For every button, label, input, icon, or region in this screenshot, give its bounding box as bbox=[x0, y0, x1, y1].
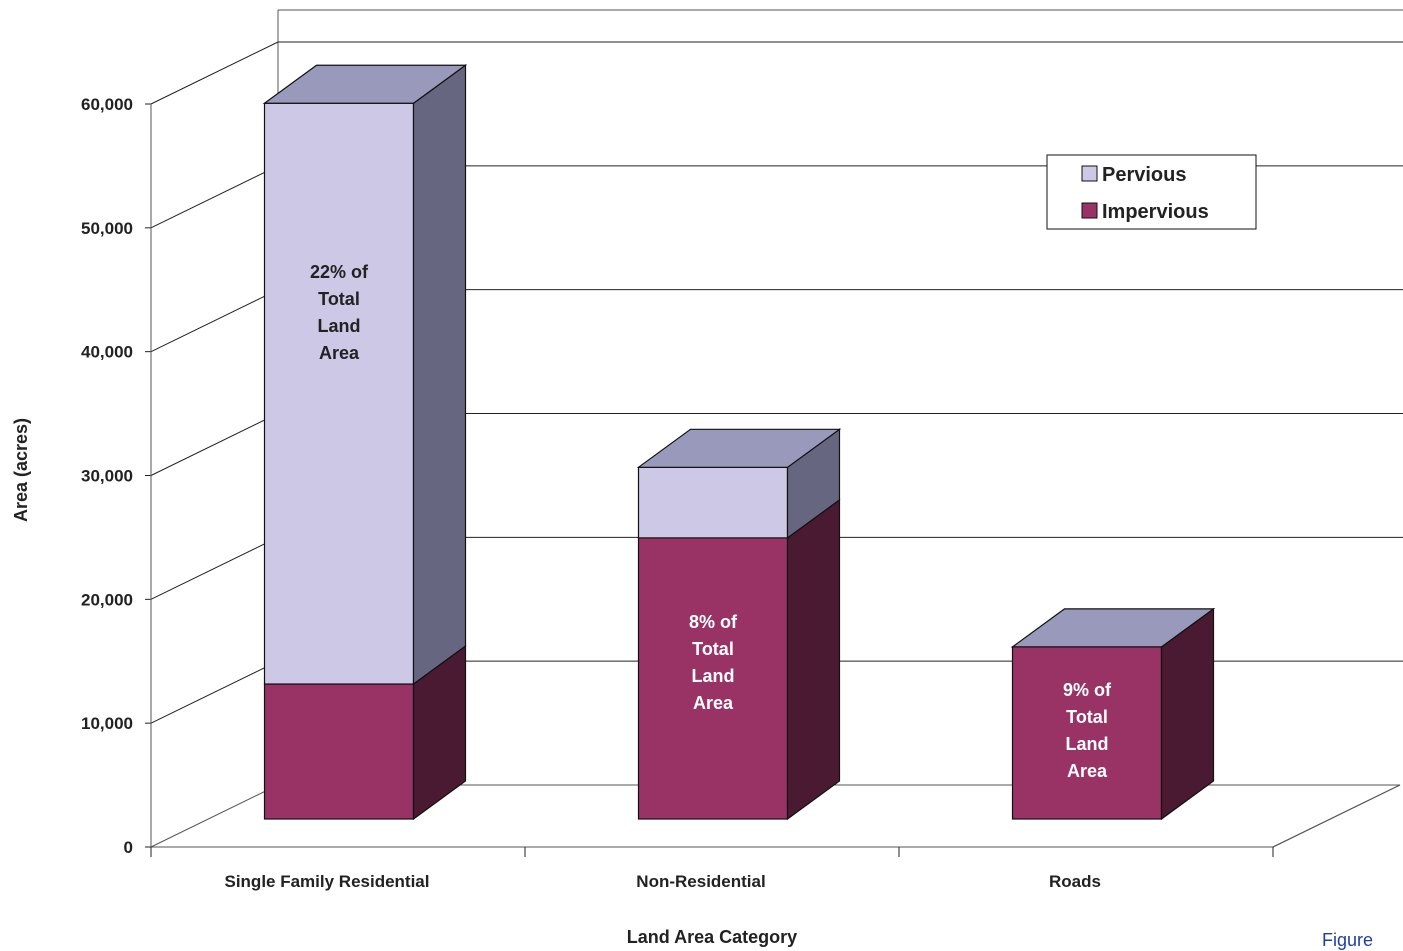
bar-annotation: Area bbox=[1067, 761, 1108, 781]
bar-impervious-front bbox=[263, 683, 415, 820]
x-tick-label: Single Family Residential bbox=[224, 872, 429, 891]
legend-swatch-pervious bbox=[1081, 165, 1098, 182]
gridline-diagonal bbox=[150, 413, 279, 476]
bar-annotation: Area bbox=[319, 343, 360, 363]
bar-annotation: 22% of bbox=[310, 262, 369, 282]
bar-pervious-front bbox=[263, 102, 415, 685]
bar-annotation: Land bbox=[692, 666, 735, 686]
bar-impervious-front bbox=[637, 537, 789, 820]
y-axis-title: Area (acres) bbox=[11, 418, 31, 522]
bar-pervious-side bbox=[412, 64, 467, 686]
gridline-diagonal bbox=[150, 165, 279, 229]
gridline-diagonal bbox=[150, 660, 279, 724]
gridline-diagonal bbox=[150, 41, 279, 105]
bar-annotation: 8% of bbox=[689, 612, 738, 632]
y-tick-label: 0 bbox=[124, 838, 133, 857]
x-tick-label: Roads bbox=[1049, 872, 1101, 891]
x-axis-title: Land Area Category bbox=[627, 927, 797, 947]
legend-swatch-impervious bbox=[1081, 202, 1098, 219]
bar-annotation: Total bbox=[1066, 707, 1108, 727]
gridline-diagonal bbox=[150, 536, 279, 600]
bar-annotation: Total bbox=[318, 289, 360, 309]
y-tick-label: 20,000 bbox=[81, 590, 133, 609]
legend-label-impervious: Impervious bbox=[1102, 201, 1209, 223]
bar-impervious-front bbox=[1011, 646, 1163, 820]
bar-annotation: Total bbox=[692, 639, 734, 659]
x-tick-label: Non-Residential bbox=[636, 872, 765, 891]
bar-top bbox=[636, 428, 842, 468]
bar-annotation: Area bbox=[693, 693, 734, 713]
bar-annotation: Land bbox=[318, 316, 361, 336]
bar-pervious-front bbox=[637, 466, 789, 539]
y-tick-label: 40,000 bbox=[81, 343, 133, 362]
y-tick-label: 60,000 bbox=[81, 95, 133, 114]
bar-annotation: Land bbox=[1066, 734, 1109, 754]
y-tick-label: 30,000 bbox=[81, 467, 133, 486]
gridline-diagonal bbox=[150, 289, 279, 353]
bar-top bbox=[262, 64, 468, 104]
bar-annotation: 9% of bbox=[1063, 680, 1112, 700]
y-tick-label: 10,000 bbox=[81, 714, 133, 733]
y-tick-label: 50,000 bbox=[81, 219, 133, 238]
figure-caption: Figure bbox=[1322, 930, 1374, 950]
bar-top bbox=[1010, 608, 1216, 648]
legend-label-pervious: Pervious bbox=[1102, 164, 1186, 186]
floor-right-edge bbox=[1272, 784, 1401, 848]
bar-impervious-side bbox=[786, 498, 841, 821]
